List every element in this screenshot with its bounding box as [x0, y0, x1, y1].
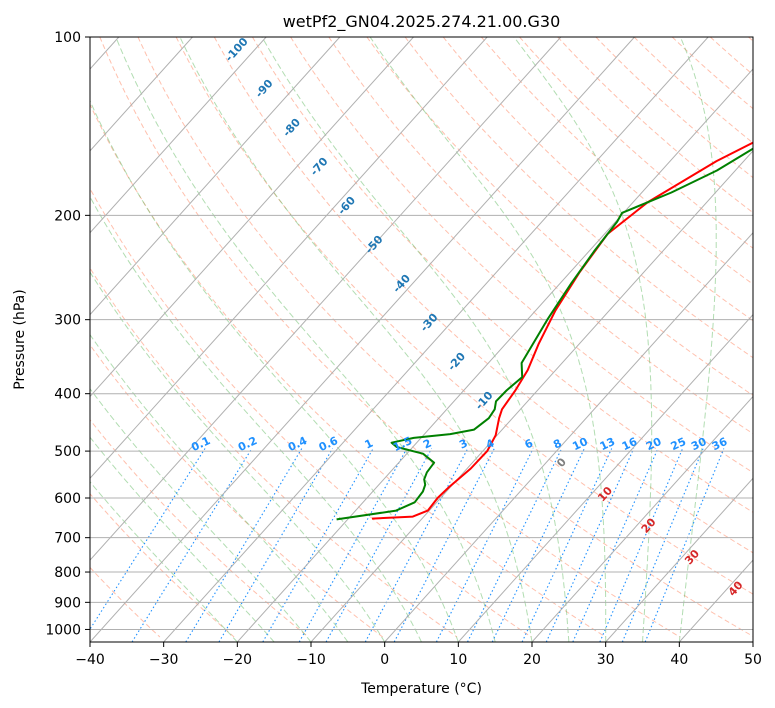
isotherm-line — [384, 231, 753, 642]
plot-frame — [89, 36, 754, 643]
dry-adiabat — [404, 37, 753, 359]
moist-adiabat — [179, 37, 533, 642]
dry-adiabat — [90, 267, 458, 638]
y-tick-label: 700 — [54, 531, 81, 547]
dry-adiabat — [90, 419, 309, 638]
dry-adiabat — [90, 187, 532, 638]
temperature-line — [371, 141, 753, 520]
x-tick-label: −10 — [296, 652, 326, 668]
mixing-ratio-line — [325, 448, 433, 642]
mixing-ratio-line — [393, 448, 495, 642]
y-tick-label: 1000 — [45, 622, 81, 638]
background-lines — [90, 37, 753, 642]
x-tick-label: 0 — [380, 652, 389, 668]
mixing-ratio-line — [545, 448, 635, 642]
mixing-ratio-line — [218, 448, 334, 642]
dry-adiabat — [366, 37, 753, 396]
isotherm-line — [531, 395, 753, 642]
x-tick-label: 10 — [449, 652, 467, 668]
moist-adiabat — [90, 195, 422, 642]
y-axis-label: Pressure (hPa) — [12, 289, 28, 389]
dry-adiabat — [251, 37, 753, 513]
plot-area — [90, 37, 753, 642]
x-tick-label: 50 — [744, 652, 762, 668]
mixing-ratio-line — [599, 448, 684, 642]
data-lines — [336, 141, 753, 521]
moist-adiabat — [678, 37, 717, 642]
isotherm-line — [605, 477, 753, 642]
mixing-ratio-line — [644, 448, 725, 642]
moist-adiabat — [90, 481, 238, 642]
chart-title: wetPf2_GN04.2025.274.21.00.G30 — [283, 12, 561, 32]
dry-adiabat — [290, 37, 753, 474]
isotherm-line — [90, 37, 341, 316]
x-tick-label: −20 — [223, 652, 253, 668]
mixing-ratio-line — [262, 448, 374, 642]
x-axis-label: Temperature (°C) — [360, 681, 482, 697]
dry-adiabat — [481, 37, 753, 285]
dry-adiabat — [175, 37, 753, 595]
dry-adiabat — [328, 37, 753, 435]
mixing-ratio-label: 10 — [570, 435, 590, 453]
x-tick-label: 20 — [523, 652, 541, 668]
plot-background — [90, 37, 753, 642]
mixing-ratio-line — [185, 448, 303, 642]
x-tick-label: 30 — [597, 652, 615, 668]
isotherm-line — [90, 37, 562, 561]
x-tick-label: 40 — [670, 652, 688, 668]
x-tick-label: −30 — [149, 652, 179, 668]
mixing-ratio-label: 25 — [669, 435, 688, 453]
isotherm-line — [163, 37, 709, 642]
dry-adiabat — [90, 493, 235, 638]
isotherm-line — [236, 68, 753, 642]
isotherm-line — [752, 641, 753, 642]
isotherm-line — [90, 37, 488, 480]
mixing-ratio-label: 36 — [710, 435, 730, 453]
mixing-ratio-line — [621, 448, 704, 642]
y-tick-label: 600 — [54, 491, 81, 507]
dry-adiabat — [137, 37, 753, 637]
isotherm-line — [90, 37, 193, 152]
mixing-ratio-label: 20 — [644, 435, 664, 453]
y-tick-label: 200 — [54, 208, 81, 224]
moist-adiabat — [90, 436, 275, 642]
moist-adiabat — [90, 271, 386, 642]
mixing-ratio-label: 30 — [689, 435, 709, 453]
dry-adiabat — [99, 37, 681, 638]
mixing-ratio-label: 16 — [620, 435, 640, 453]
y-axis-ticks: 100 200 300 400 500 600 700 800 900 1000 — [45, 30, 90, 638]
y-tick-label: 300 — [54, 313, 81, 329]
y-tick-label: 900 — [54, 595, 81, 611]
isotherm-line — [457, 313, 753, 642]
isotherm-line — [90, 37, 414, 398]
y-tick-label: 400 — [54, 387, 81, 403]
mixing-ratio-line — [298, 448, 408, 642]
mixing-ratio-line — [435, 448, 534, 642]
dry-adiabat — [595, 37, 753, 179]
mixing-ratio-line — [572, 448, 659, 642]
isotherm-line — [310, 150, 753, 642]
y-tick-label: 800 — [54, 565, 81, 581]
moist-adiabat — [90, 99, 459, 642]
dewpoint-line — [336, 147, 753, 521]
y-tick-label: 500 — [54, 444, 81, 460]
isotherm-line — [90, 37, 267, 234]
moist-adiabat — [261, 37, 570, 642]
isotherm-line — [90, 37, 635, 642]
moist-adiabat — [513, 37, 653, 642]
dry-adiabat — [90, 103, 606, 638]
x-axis-ticks: −40 −30 −20 −10 0 10 20 30 40 50 — [75, 642, 762, 668]
mixing-ratio-line — [364, 448, 469, 642]
moist-adiabat — [369, 37, 607, 642]
x-tick-label: −40 — [75, 652, 105, 668]
mixing-ratio-label: 13 — [598, 435, 617, 453]
dry-adiabat — [213, 37, 753, 554]
y-tick-label: 100 — [54, 30, 81, 46]
moist-adiabat — [115, 37, 496, 642]
